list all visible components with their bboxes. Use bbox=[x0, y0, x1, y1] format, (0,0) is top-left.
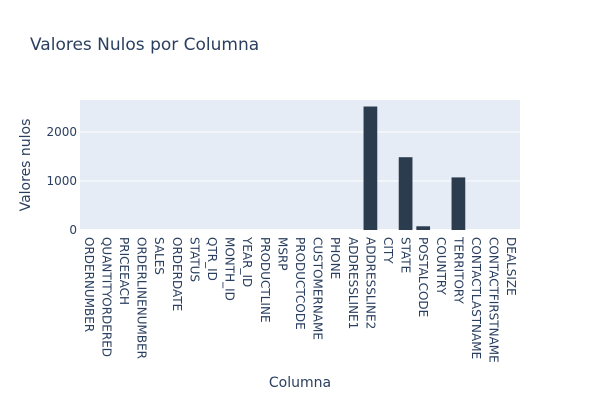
x-tick-label: PRICEEACH bbox=[117, 237, 131, 305]
x-tick-label: PRODUCTCODE bbox=[293, 237, 307, 330]
x-tick-label: STATE bbox=[399, 237, 413, 273]
y-tick-layer: 0 1000 2000 bbox=[46, 125, 77, 237]
x-tick-label: MONTH_ID bbox=[223, 237, 237, 301]
x-tick-label: DEALSIZE bbox=[504, 237, 518, 296]
x-tick-label: CUSTOMERNAME bbox=[311, 237, 325, 340]
y-axis-label: Valores nulos bbox=[18, 119, 34, 212]
grid-layer bbox=[80, 131, 520, 231]
bar-state bbox=[398, 157, 413, 230]
x-tick-label: MSRP bbox=[275, 237, 289, 271]
bar-territory bbox=[451, 177, 466, 230]
x-tick-label: CONTACTLASTNAME bbox=[469, 237, 483, 359]
x-tick-layer: ORDERNUMBER QUANTITYORDERED PRICEEACH ORDER… bbox=[82, 236, 518, 363]
x-tick-label: ADDRESSLINE1 bbox=[346, 237, 360, 329]
x-tick-label: ADDRESSLINE2 bbox=[363, 237, 377, 329]
x-tick-label: TERRITORY bbox=[451, 236, 465, 304]
y-tick-label: 0 bbox=[69, 223, 77, 237]
x-tick-label: PRODUCTLINE bbox=[258, 237, 272, 323]
y-tick-label: 2000 bbox=[46, 125, 77, 139]
x-tick-label: STATUS bbox=[187, 237, 201, 282]
x-tick-label: YEAR_ID bbox=[240, 236, 254, 287]
chart-title: Valores Nulos por Columna bbox=[30, 35, 259, 55]
x-tick-label: COUNTRY bbox=[434, 237, 448, 295]
x-tick-label: ORDERLINENUMBER bbox=[135, 237, 149, 359]
x-tick-label: ORDERNUMBER bbox=[82, 237, 96, 332]
x-tick-label: ORDERDATE bbox=[170, 237, 184, 311]
plot-area bbox=[80, 100, 520, 230]
x-tick-label: POSTALCODE bbox=[416, 237, 430, 317]
x-tick-label: QTR_ID bbox=[205, 237, 219, 281]
bar-postalcode bbox=[416, 226, 431, 230]
bar-addressline2 bbox=[363, 106, 378, 230]
x-tick-label: CONTACTFIRSTNAME bbox=[487, 237, 501, 363]
x-tick-label: SALES bbox=[152, 237, 166, 275]
x-tick-label: PHONE bbox=[328, 237, 342, 279]
x-tick-label: QUANTITYORDERED bbox=[99, 237, 113, 357]
x-tick-label: CITY bbox=[381, 237, 395, 264]
y-tick-label: 1000 bbox=[46, 174, 77, 188]
bar-layer bbox=[363, 106, 466, 230]
x-axis-label: Columna bbox=[269, 375, 331, 391]
